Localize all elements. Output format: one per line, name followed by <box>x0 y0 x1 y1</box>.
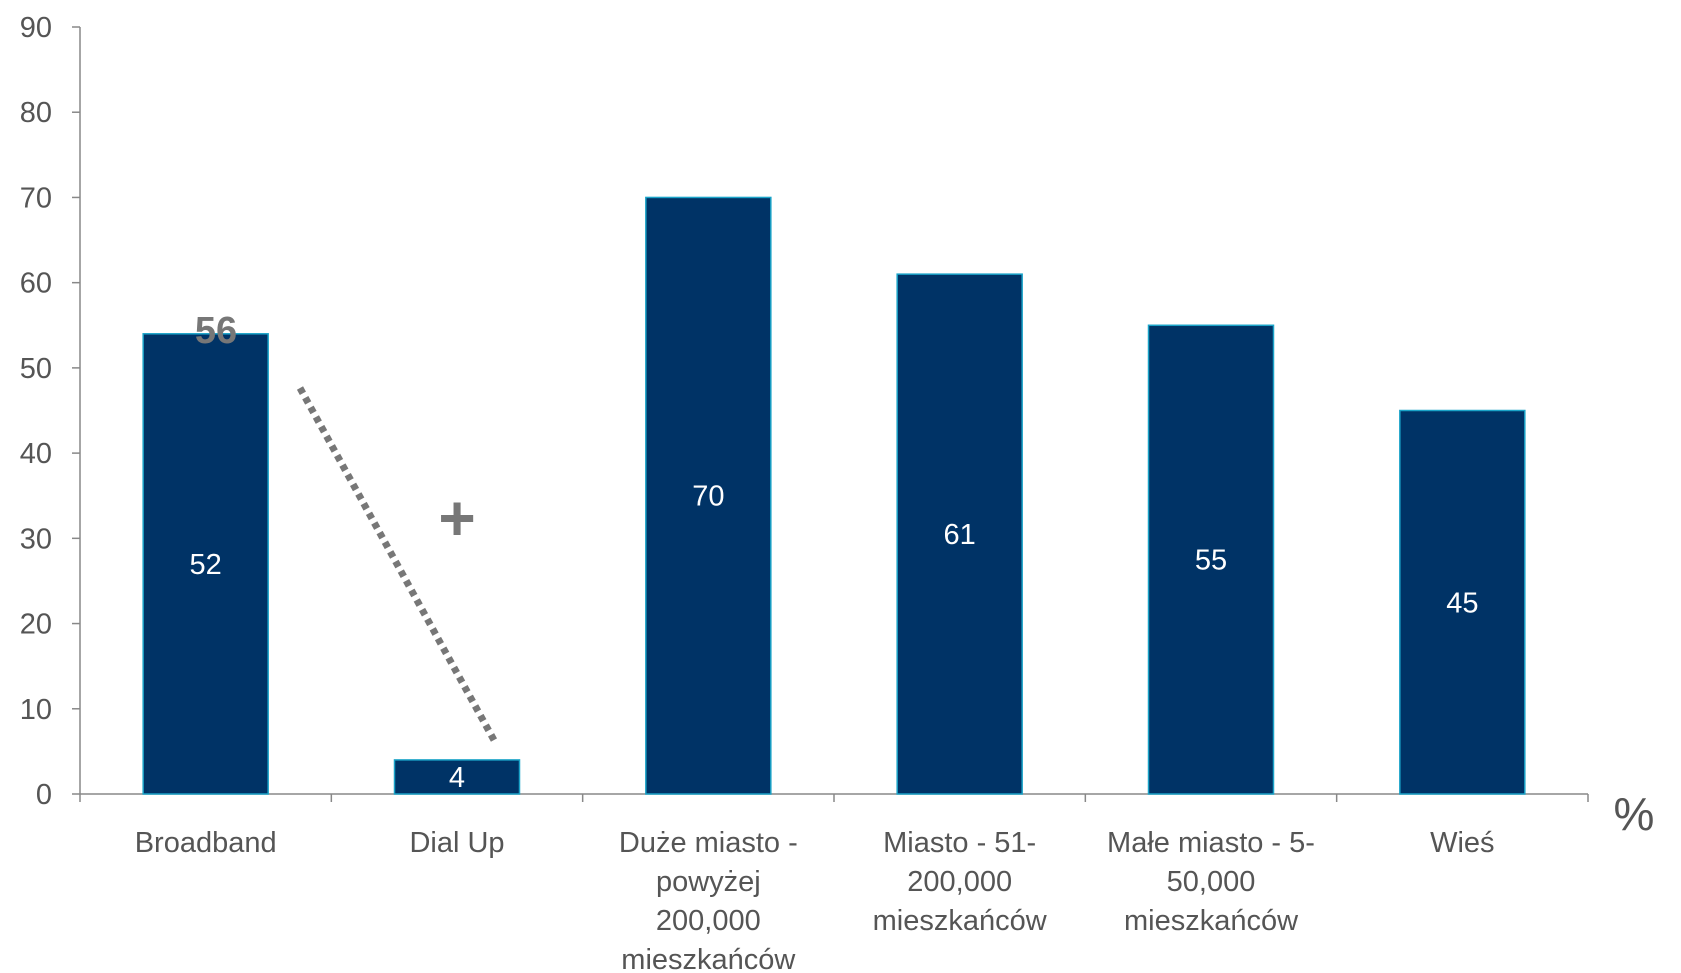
bar <box>896 273 1023 795</box>
bar <box>1147 324 1275 795</box>
y-axis: 0 10 20 30 40 50 60 70 80 90 <box>20 12 81 811</box>
data-label: 70 <box>692 481 724 513</box>
category-label: Broadband <box>135 827 277 859</box>
category-label-line: mieszkańców <box>1124 905 1299 937</box>
category-label: Małe miasto - 5- 50,000 mieszkańców <box>1107 827 1315 937</box>
bars <box>142 196 1526 795</box>
category-label-line: mieszkańców <box>873 905 1048 937</box>
bar <box>645 196 772 795</box>
category-label-line: Broadband <box>135 827 277 859</box>
category-label-line: Miasto - 51- <box>883 827 1036 859</box>
category-label: Wieś <box>1430 827 1494 859</box>
unit-label: % <box>1614 788 1655 840</box>
connector-dotted-line <box>296 386 499 744</box>
y-tick-label: 40 <box>20 438 52 470</box>
x-axis <box>79 793 1589 802</box>
bar <box>1399 409 1526 795</box>
bar <box>142 333 269 795</box>
y-tick-label: 0 <box>36 779 52 811</box>
data-label: 61 <box>944 519 976 551</box>
bar <box>393 759 521 795</box>
plus-annotation: + <box>438 482 475 554</box>
data-label: 4 <box>449 762 465 794</box>
category-label-line: Małe miasto - 5- <box>1107 827 1315 859</box>
category-label-line: Dial Up <box>409 827 504 859</box>
category-label-line: Duże miasto - <box>619 827 798 859</box>
category-label: Duże miasto - powyżej 200,000 mieszkańców <box>619 827 798 973</box>
y-tick-label: 60 <box>20 268 52 300</box>
y-tick-label: 30 <box>20 523 52 555</box>
y-tick-label: 50 <box>20 353 52 385</box>
data-label: 55 <box>1195 545 1227 577</box>
category-label-line: Wieś <box>1430 827 1494 859</box>
category-label-line: 200,000 <box>907 866 1012 898</box>
category-label: Dial Up <box>409 827 504 859</box>
category-labels: Broadband Dial Up Duże miasto - powyżej 200,… <box>135 827 1495 973</box>
y-tick-label: 20 <box>20 609 52 641</box>
combined-total-annotation: 56 <box>195 310 237 352</box>
category-label: Miasto - 51- 200,000 mieszkańców <box>873 827 1048 937</box>
data-label: 45 <box>1446 587 1478 619</box>
y-tick-label: 80 <box>20 97 52 129</box>
category-label-line: 50,000 <box>1167 866 1256 898</box>
y-tick-label: 10 <box>20 694 52 726</box>
category-label-line: mieszkańców <box>621 944 796 973</box>
data-label: 52 <box>190 549 222 581</box>
category-label-line: 200,000 <box>656 905 761 937</box>
data-labels: 52 4 70 61 55 45 <box>190 481 1479 794</box>
y-tick-label: 70 <box>20 182 52 214</box>
category-label-line: powyżej <box>656 866 761 898</box>
y-tick-label: 90 <box>20 12 52 44</box>
